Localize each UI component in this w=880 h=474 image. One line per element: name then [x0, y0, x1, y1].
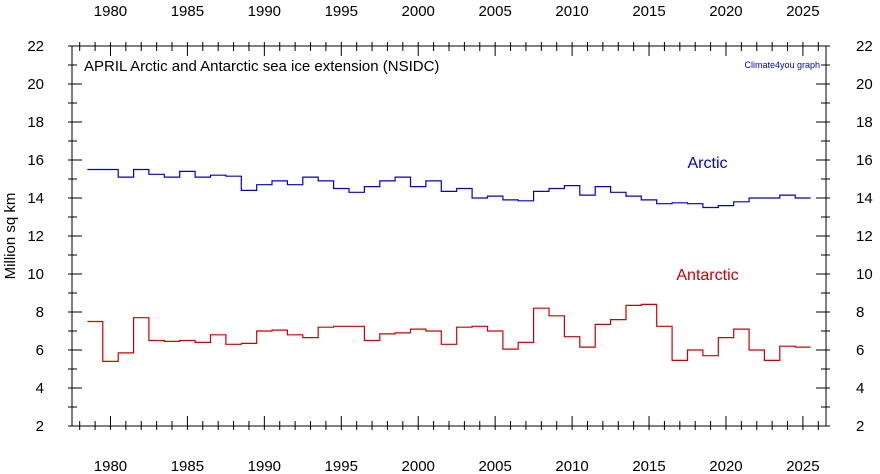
- y-tick-label-right: 16: [856, 152, 873, 169]
- y-tick-label-right: 22: [856, 38, 873, 55]
- x-tick-label-bottom: 1985: [171, 458, 204, 474]
- y-tick-label-right: 6: [856, 342, 864, 359]
- y-tick-label-right: 8: [856, 304, 864, 321]
- x-tick-label-bottom: 2000: [402, 458, 435, 474]
- x-tick-label-top: 2010: [555, 3, 588, 20]
- y-tick-label-left: 14: [27, 190, 44, 207]
- x-tick-label-top: 2005: [478, 3, 511, 20]
- y-axis-title: Million sq km: [2, 193, 19, 280]
- series-label-antarctic: Antarctic: [676, 267, 738, 284]
- x-tick-label-bottom: 1990: [248, 458, 281, 474]
- y-tick-label-right: 14: [856, 190, 873, 207]
- x-tick-label-top: 1980: [94, 3, 127, 20]
- y-tick-label-left: 10: [27, 266, 44, 283]
- x-tick-label-top: 1995: [325, 3, 358, 20]
- y-tick-label-left: 16: [27, 152, 44, 169]
- chart-title: APRIL Arctic and Antarctic sea ice exten…: [84, 58, 439, 75]
- y-tick-label-left: 12: [27, 228, 44, 245]
- series-label-arctic: Arctic: [688, 155, 728, 172]
- series-line-antarctic: [87, 303, 811, 362]
- series-line-arctic: [87, 168, 811, 209]
- credit-label: Climate4you graph: [744, 60, 820, 70]
- x-tick-label-bottom: 2015: [632, 458, 665, 474]
- y-tick-label-left: 6: [36, 342, 44, 359]
- x-tick-label-bottom: 2020: [709, 458, 742, 474]
- x-tick-label-bottom: 1995: [325, 458, 358, 474]
- data-series: Arctic Antarctic: [87, 155, 811, 362]
- y-tick-label-left: 18: [27, 114, 44, 131]
- x-tick-label-bottom: 2005: [478, 458, 511, 474]
- y-tick-label-left: 20: [27, 76, 44, 93]
- x-tick-label-bottom: 2025: [786, 458, 819, 474]
- y-tick-label-right: 2: [856, 418, 864, 435]
- y-tick-label-right: 12: [856, 228, 873, 245]
- tick-marks: [68, 42, 830, 430]
- x-tick-label-top: 1985: [171, 3, 204, 20]
- x-tick-label-bottom: 2010: [555, 458, 588, 474]
- x-tick-label-top: 2020: [709, 3, 742, 20]
- x-tick-label-top: 2000: [402, 3, 435, 20]
- y-tick-label-left: 8: [36, 304, 44, 321]
- x-tick-label-top: 2015: [632, 3, 665, 20]
- y-tick-label-left: 2: [36, 418, 44, 435]
- x-tick-label-bottom: 1980: [94, 458, 127, 474]
- y-tick-label-right: 10: [856, 266, 873, 283]
- x-tick-label-top: 2025: [786, 3, 819, 20]
- plot-frame: [71, 45, 827, 427]
- y-tick-label-left: 22: [27, 38, 44, 55]
- tick-labels: 1980 1980 1985 1985 1990 1990 1995 1995 2000 2000…: [27, 3, 872, 474]
- y-tick-label-left: 4: [36, 380, 44, 397]
- x-tick-label-top: 1990: [248, 3, 281, 20]
- y-tick-label-right: 18: [856, 114, 873, 131]
- y-tick-label-right: 20: [856, 76, 873, 93]
- y-tick-label-right: 4: [856, 380, 864, 397]
